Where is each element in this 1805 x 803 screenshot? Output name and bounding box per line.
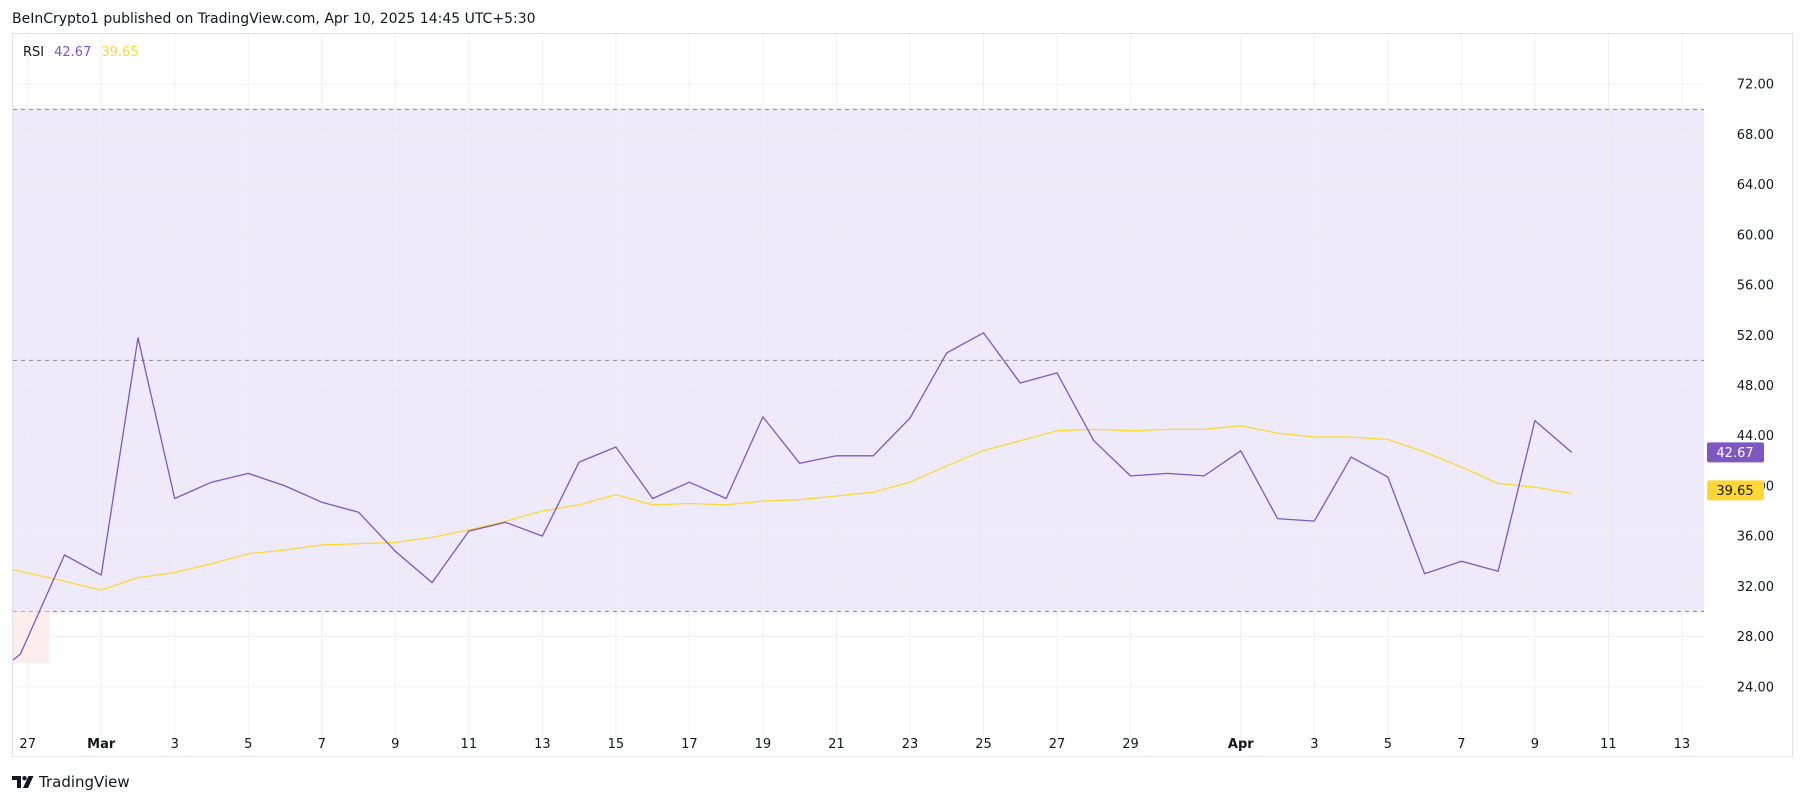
x-tick-label: 7 [1457, 737, 1465, 752]
x-tick-label: 7 [318, 737, 326, 752]
y-tick-label: 28.00 [1737, 630, 1774, 645]
last-value-badge [1707, 480, 1764, 501]
y-tick-label: 36.00 [1737, 530, 1774, 545]
x-tick-label: 5 [1384, 737, 1392, 752]
x-tick-label: 13 [534, 737, 551, 752]
y-tick-label: 72.00 [1737, 78, 1774, 93]
y-tick-label: 64.00 [1737, 178, 1774, 193]
x-tick-label: 21 [828, 737, 845, 752]
x-tick-label: Mar [87, 737, 116, 752]
legend-ma-value: 39.65 [101, 45, 139, 60]
x-tick-label: 27 [1049, 737, 1066, 752]
footer-brand: TradingView [39, 773, 130, 791]
y-tick-label: 60.00 [1737, 228, 1774, 243]
x-tick-label: 19 [755, 737, 772, 752]
series-line-rsi-based-ma [13, 425, 1572, 591]
y-tick-label: 48.00 [1737, 379, 1774, 394]
y-tick-label: 52.00 [1737, 329, 1774, 344]
y-tick-label: 24.00 [1737, 680, 1774, 695]
chart-frame [12, 33, 1793, 757]
x-tick-label: 11 [461, 737, 478, 752]
legend-rsi-value: 42.67 [54, 45, 92, 60]
x-tick-label: 27 [19, 737, 36, 752]
x-tick-label: 11 [1600, 737, 1617, 752]
y-tick-label: 44.00 [1737, 429, 1774, 444]
legend-name: RSI [23, 45, 45, 60]
publish-info: BeInCrypto1 published on TradingView.com… [12, 11, 536, 27]
y-tick-label: 68.00 [1737, 128, 1774, 143]
y-tick-label: 32.00 [1737, 580, 1774, 595]
x-tick-label: 13 [1674, 737, 1691, 752]
x-tick-label: 23 [902, 737, 919, 752]
tradingview-logo-icon [12, 776, 34, 788]
footer[interactable]: TradingView [12, 773, 130, 791]
series-line-rsi [13, 332, 1573, 661]
x-tick-label: 17 [681, 737, 698, 752]
x-tick-label: 29 [1122, 737, 1139, 752]
x-tick-label: 25 [975, 737, 992, 752]
x-tick-label: 5 [244, 737, 252, 752]
x-tick-label: 9 [391, 737, 399, 752]
indicator-legend[interactable]: RSI 42.67 39.65 [23, 45, 139, 60]
y-tick-label: 56.00 [1737, 279, 1774, 294]
x-tick-label: 9 [1531, 737, 1539, 752]
x-tick-label: 3 [171, 737, 179, 752]
last-value-label: 39.65 [1716, 484, 1753, 499]
x-tick-label: Apr [1228, 737, 1254, 752]
last-value-label: 42.67 [1716, 446, 1753, 461]
x-tick-label: 15 [608, 737, 625, 752]
last-value-badge [1707, 442, 1764, 463]
x-tick-label: 3 [1310, 737, 1318, 752]
